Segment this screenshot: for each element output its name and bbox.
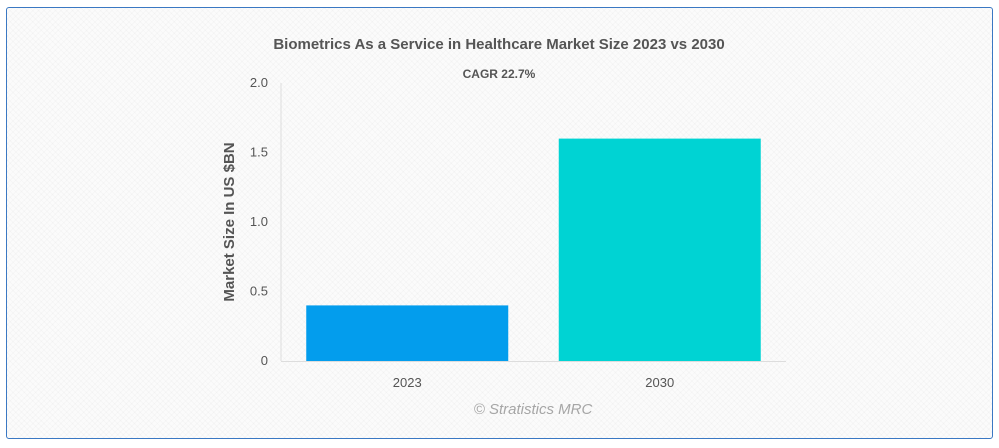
- chart-title: Biometrics As a Service in Healthcare Ma…: [273, 36, 724, 53]
- x-axis: 2023 2030: [281, 361, 786, 390]
- y-tick-label: 1.5: [250, 145, 268, 160]
- y-tick-label: 1.0: [250, 214, 268, 229]
- chart-frame: [6, 7, 993, 439]
- y-tick-label: 2.0: [250, 75, 268, 90]
- x-tick-label: 2023: [393, 375, 422, 390]
- chart-subtitle: CAGR 22.7%: [463, 67, 536, 81]
- bars-group: [306, 138, 761, 361]
- y-tick-label: 0: [261, 353, 268, 368]
- bar-2030: [558, 138, 761, 361]
- bar-2023: [306, 305, 509, 361]
- y-axis-label: Market Size In US $BN: [221, 142, 238, 301]
- x-tick-label: 2030: [645, 375, 674, 390]
- y-axis: 0 0.5 1.0 1.5 2.0: [250, 75, 282, 368]
- y-tick-label: 0.5: [250, 284, 268, 299]
- source-credit: © Stratistics MRC: [474, 401, 593, 418]
